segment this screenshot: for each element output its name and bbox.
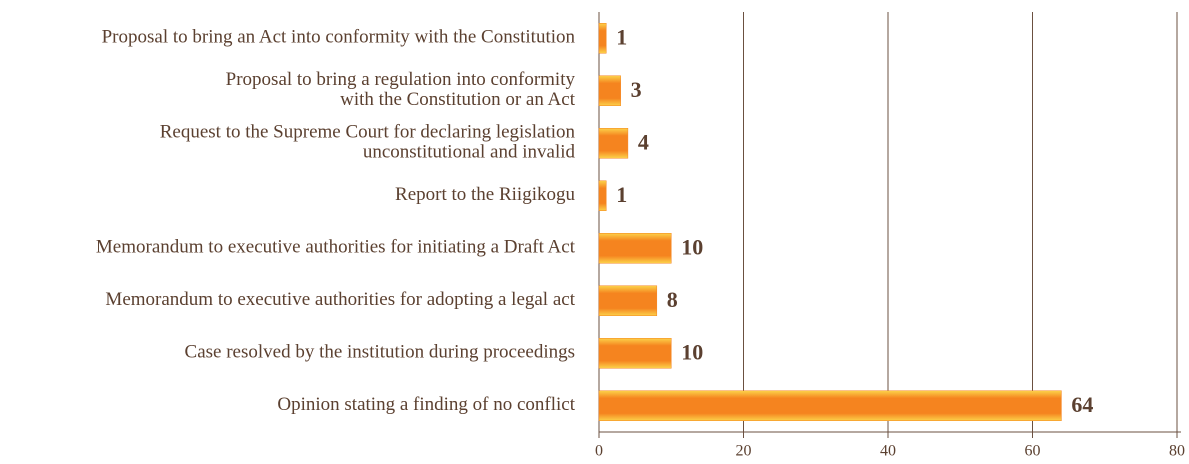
label-line: Proposal to bring an Act into conformity… (102, 27, 576, 48)
bar (598, 180, 607, 211)
y-tick-label: Opinion stating a finding of no conflict (277, 394, 575, 415)
value-label: 64 (1071, 392, 1093, 417)
value-label: 3 (631, 77, 642, 102)
label-line: Opinion stating a finding of no conflict (277, 394, 575, 415)
y-tick-label: Proposal to bring an Act into conformity… (102, 27, 576, 48)
bar (598, 390, 1062, 421)
y-tick-label: Memorandum to executive authorities for … (105, 289, 575, 310)
label-line: Memorandum to executive authorities for … (105, 289, 575, 310)
label-line: unconstitutional and invalid (363, 142, 576, 163)
y-tick-label: Report to the Riigikogu (395, 184, 575, 205)
x-tick-label: 40 (880, 443, 896, 460)
x-tick-label: 60 (1025, 443, 1041, 460)
bar (598, 128, 629, 159)
value-label: 4 (638, 129, 649, 154)
x-tick-label: 80 (1169, 443, 1185, 460)
y-tick-label: Memorandum to executive authorities for … (96, 237, 576, 258)
label-line: Case resolved by the institution during … (185, 342, 575, 363)
bar (598, 338, 672, 369)
y-tick-label: Proposal to bring a regulation into conf… (226, 69, 576, 110)
label-line: Request to the Supreme Court for declari… (160, 122, 576, 143)
label-line: Proposal to bring a regulation into conf… (226, 69, 576, 90)
value-label: 10 (681, 234, 703, 259)
y-tick-label: Case resolved by the institution during … (185, 342, 575, 363)
label-line: with the Constitution or an Act (340, 89, 576, 110)
bar (598, 23, 607, 54)
label-line: Report to the Riigikogu (395, 184, 575, 205)
value-label: 10 (681, 339, 703, 364)
bar (598, 285, 658, 316)
label-line: Memorandum to executive authorities for … (96, 237, 576, 258)
x-tick-label: 20 (736, 443, 752, 460)
value-label: 8 (667, 287, 678, 312)
x-tick-label: 0 (595, 443, 603, 460)
value-label: 1 (616, 182, 627, 207)
value-label: 1 (616, 24, 627, 49)
y-tick-label: Request to the Supreme Court for declari… (160, 122, 576, 163)
bar (598, 233, 672, 264)
bar (598, 75, 621, 106)
